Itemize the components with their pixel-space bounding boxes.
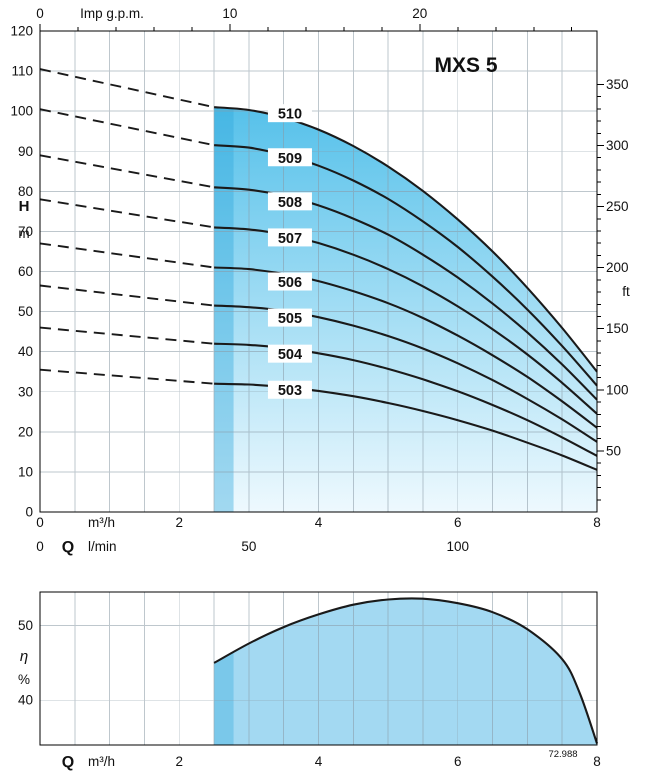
gpm-tick-0: 0	[36, 6, 44, 21]
flow-tick-lmin-100: 100	[446, 539, 469, 554]
head-tick-ft-300: 300	[606, 138, 629, 153]
head-tick-ft-50: 50	[606, 443, 621, 458]
eff-tick-m3h-4: 4	[315, 754, 323, 769]
curve-label-508: 508	[278, 195, 302, 211]
head-tick-m-20: 20	[18, 424, 33, 439]
curve-label-505: 505	[278, 311, 302, 327]
head-tick-m-120: 120	[10, 24, 33, 39]
generated-chart-layers: 5105095085075065055045030102030405060708…	[10, 6, 628, 769]
head-tick-m-90: 90	[18, 144, 33, 159]
efficiency-area	[214, 598, 597, 745]
chart-title: MXS 5	[434, 54, 497, 77]
head-tick-m-60: 60	[18, 264, 33, 279]
curve-label-box-506	[267, 272, 312, 291]
flow-tick-m3h-0: 0	[36, 515, 44, 530]
gpm-tick-10: 10	[222, 6, 237, 21]
head-tick-ft-100: 100	[606, 382, 629, 397]
curve-label-509: 509	[278, 151, 302, 167]
curve-label-box-509	[267, 148, 312, 167]
curve-label-507: 507	[278, 231, 302, 247]
curve-label-box-508	[267, 192, 312, 211]
head-area-strip	[214, 107, 234, 512]
flow-tick-lmin-50: 50	[241, 539, 256, 554]
flow-unit-lmin: l/min	[88, 539, 117, 554]
efficiency-flow-axis-title: Q	[62, 754, 74, 771]
feet-axis-title: ft	[622, 284, 630, 299]
curve-label-506: 506	[278, 275, 302, 291]
curve-label-box-507	[267, 228, 312, 247]
flow-tick-m3h-6: 6	[454, 515, 462, 530]
axis-ticks	[39, 24, 604, 501]
head-tick-m-70: 70	[18, 224, 33, 239]
curve-dashed-506	[39, 242, 215, 269]
head-axis-title: H	[19, 198, 30, 215]
flow-tick-m3h-8: 8	[593, 515, 601, 530]
curve-dashed-508	[39, 154, 215, 189]
efficiency-curve	[213, 597, 598, 744]
curve-label-box-503	[267, 380, 312, 399]
efficiency-area-strip	[214, 598, 234, 745]
flow-unit-m3h: m³/h	[88, 515, 115, 530]
head-tick-m-50: 50	[18, 304, 33, 319]
eff-tick-pct-50: 50	[18, 618, 33, 633]
curve-dashed-507	[39, 198, 215, 229]
curve-label-503: 503	[278, 383, 302, 399]
flow-tick-lmin-0: 0	[36, 539, 44, 554]
curve-label-box-510	[267, 104, 312, 123]
curve-dashed-503	[39, 368, 215, 385]
head-tick-m-110: 110	[11, 64, 33, 79]
curve-dashed-505	[39, 284, 215, 307]
head-plot-border	[39, 30, 598, 513]
efficiency-grid	[40, 592, 597, 745]
flow-axis-title: Q	[62, 539, 74, 556]
eff-tick-m3h-6: 6	[454, 754, 462, 769]
head-tick-ft-200: 200	[606, 260, 629, 275]
curve-label-510: 510	[278, 107, 302, 123]
efficiency-axis-title: η	[20, 648, 28, 665]
curve-dashed-509	[39, 108, 215, 147]
eff-tick-pct-40: 40	[18, 693, 33, 708]
head-tick-m-10: 10	[18, 464, 33, 479]
top-axis-title: Imp g.p.m.	[80, 6, 144, 21]
head-axis-unit: m	[18, 226, 29, 241]
efficiency-axis-unit: %	[18, 672, 30, 687]
tick-labels: 0102030405060708090100110120501001502002…	[10, 6, 628, 769]
curve-label-504: 504	[278, 347, 302, 363]
head-tick-m-80: 80	[18, 184, 33, 199]
head-tick-ft-250: 250	[606, 199, 629, 214]
head-tick-m-40: 40	[18, 344, 33, 359]
head-tick-m-100: 100	[10, 104, 33, 119]
efficiency-plot-border	[39, 591, 598, 746]
gpm-tick-20: 20	[412, 6, 427, 21]
head-tick-m-30: 30	[18, 384, 33, 399]
eff-tick-m3h-8: 8	[593, 754, 601, 769]
curve-label-box-504	[267, 344, 312, 363]
figure-code: 72.988	[548, 749, 577, 760]
flow-tick-m3h-2: 2	[175, 515, 183, 530]
head-tick-ft-350: 350	[606, 77, 629, 92]
head-tick-m-0: 0	[25, 505, 33, 520]
curve-labels: 510 509 508 507 506 505 504 503	[267, 104, 312, 399]
curve-label-box-505	[267, 308, 312, 327]
eff-tick-m3h-2: 2	[175, 754, 183, 769]
curve-dashed-504	[39, 326, 215, 345]
curve-dashed-510	[39, 68, 215, 109]
flow-tick-m3h-4: 4	[315, 515, 323, 530]
efficiency-flow-unit: m³/h	[88, 754, 115, 769]
head-tick-ft-150: 150	[606, 321, 629, 336]
